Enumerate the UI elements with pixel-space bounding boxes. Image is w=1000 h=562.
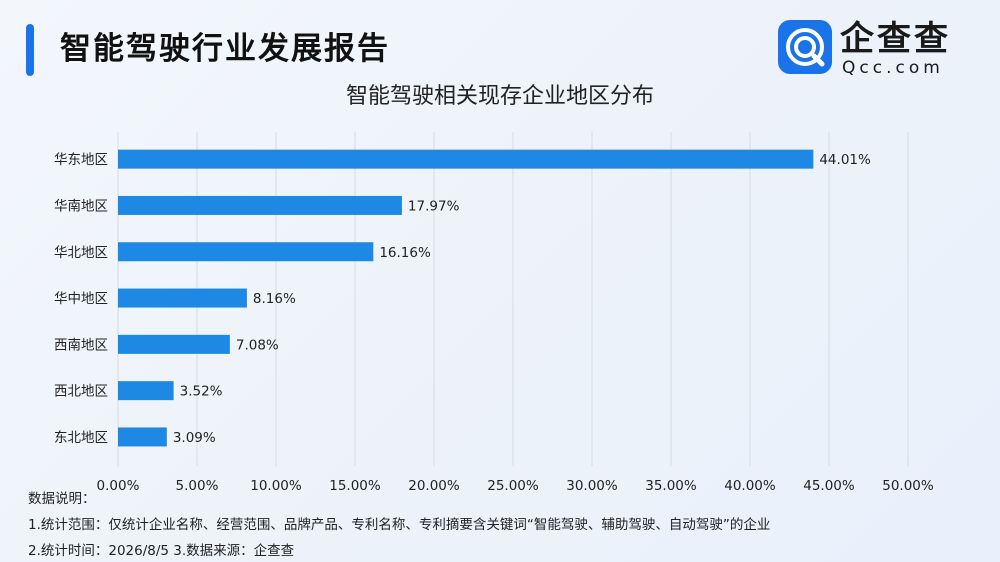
qcc-logo-icon — [778, 20, 832, 74]
bar-chart: 0.00% 5.00% 10.00% 15.00% 20.00% 25.00% 30.00%… — [54, 132, 934, 490]
value-label: 44.01% — [819, 152, 871, 168]
bar-3 — [118, 242, 374, 262]
x-tick-label: 30.00% — [566, 478, 618, 490]
x-tick-label: 40.00% — [724, 478, 776, 490]
x-tick-label: 45.00% — [803, 478, 855, 490]
x-tick-label: 20.00% — [408, 478, 460, 490]
notes-heading: 数据说明： — [28, 491, 96, 507]
value-label: 7.08% — [236, 337, 279, 353]
category-label: 西北地区 — [54, 384, 108, 400]
bar-6 — [118, 381, 174, 401]
data-notes: 数据说明： 1.统计范围：仅统计企业名称、经营范围、品牌产品、专利名称、专利摘要… — [28, 486, 770, 562]
report-title: 智能驾驶行业发展报告 — [60, 31, 390, 67]
labels: 0.00% 5.00% 10.00% 15.00% 20.00% 25.00% 30.00%… — [54, 152, 934, 490]
notes-time-source: 2.统计时间：2026/8/5 3.数据来源：企查查 — [28, 543, 295, 559]
logo-name: 企查查 — [840, 19, 951, 59]
bar-5 — [118, 334, 230, 354]
x-tick-label: 15.00% — [329, 478, 381, 490]
value-label: 16.16% — [379, 245, 431, 261]
value-label: 3.52% — [180, 384, 223, 400]
x-tick-label: 25.00% — [487, 478, 539, 490]
x-tick-label: 5.00% — [176, 478, 219, 490]
logo-domain: Qcc.com — [842, 58, 944, 78]
category-label: 华南地区 — [54, 198, 108, 214]
grid-lines — [117, 132, 909, 467]
x-tick-label: 35.00% — [645, 478, 697, 490]
category-label: 东北地区 — [54, 430, 108, 446]
x-tick-label: 0.00% — [97, 478, 140, 490]
x-tick-label: 50.00% — [882, 478, 934, 490]
bar-4 — [118, 288, 247, 308]
bars — [118, 149, 814, 447]
bar-2 — [118, 195, 402, 215]
notes-scope: 1.统计范围：仅统计企业名称、经营范围、品牌产品、专利名称、专利摘要含关键词“智… — [28, 517, 771, 533]
title-accent-bar — [26, 24, 34, 76]
qcc-logo: 企查查 Qcc.com — [778, 19, 978, 82]
x-tick-label: 10.00% — [250, 478, 302, 490]
category-label: 华中地区 — [54, 291, 108, 307]
category-label: 西南地区 — [54, 337, 108, 353]
value-label: 8.16% — [253, 291, 296, 307]
category-label: 华东地区 — [54, 152, 108, 168]
value-label: 3.09% — [173, 430, 216, 446]
bar-7 — [118, 427, 167, 447]
value-label: 17.97% — [408, 198, 460, 214]
category-label: 华北地区 — [54, 245, 108, 261]
chart-title: 智能驾驶相关现存企业地区分布 — [345, 84, 654, 109]
bar-1 — [118, 149, 814, 169]
